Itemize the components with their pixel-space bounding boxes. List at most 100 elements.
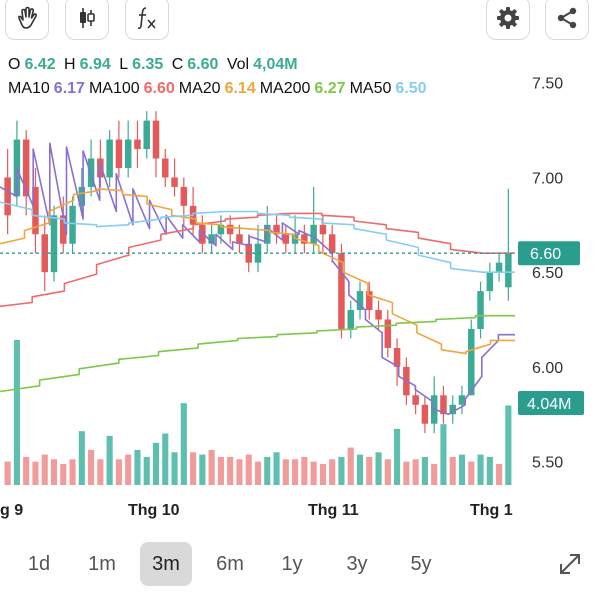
volume-bar (208, 449, 215, 485)
moving-average-legend: MA10 6.17 MA100 6.60 MA20 6.14 MA200 6.27 MA50 6.… (8, 80, 431, 98)
ma-line-ma100 (0, 212, 515, 308)
volume-bar (264, 456, 271, 485)
range-option-1y[interactable]: 1y (281, 553, 303, 575)
volume-bar (23, 456, 30, 485)
candle-body (115, 139, 123, 168)
candle-body (338, 253, 345, 329)
volume-bar (125, 454, 132, 485)
price-tags: 6.60 4.04M (0, 241, 584, 415)
price-tick-label: 6.00 (532, 360, 563, 377)
volume-bars (4, 340, 512, 485)
candle-body (106, 139, 113, 178)
candle-body (273, 224, 280, 235)
price-tick-label: 5.50 (532, 455, 563, 472)
volume-bar (505, 405, 512, 485)
volume-bar (236, 459, 243, 485)
settings-button[interactable] (486, 0, 530, 40)
candle-body (143, 120, 150, 150)
volume-bar (152, 442, 160, 485)
price-chart[interactable]: 7.50 7.00 6.50 6.00 5.50 g 9 Thg 10 Thg 11 Thg 1… (0, 0, 600, 540)
candle-body (328, 234, 336, 254)
volume-bar (180, 403, 187, 485)
hand-icon (14, 5, 40, 31)
volume-bar (384, 459, 391, 485)
range-option-1m[interactable]: 1m (88, 553, 116, 575)
gear-icon (495, 5, 521, 31)
volume-value: 4,04M (253, 56, 298, 73)
candle-body (180, 186, 188, 206)
volume-bar (421, 456, 428, 485)
candle-body (310, 224, 317, 244)
candle-body (384, 319, 392, 348)
volume-bar (190, 452, 197, 485)
volume-bar (449, 456, 456, 485)
time-tick-label: Thg 1 (470, 502, 513, 519)
range-option-5y[interactable]: 5y (410, 553, 432, 575)
hand-tool-button[interactable] (5, 0, 49, 40)
candle-body (486, 272, 494, 292)
open-label: O (8, 56, 21, 73)
chart-type-button[interactable] (65, 0, 109, 40)
candle-body (347, 310, 354, 329)
last-price-tag: 6.60 (530, 246, 561, 263)
moving-average-lines (0, 142, 515, 415)
volume-tag: 4.04M (527, 396, 571, 413)
candle-body (50, 215, 58, 273)
volume-bar (486, 456, 493, 485)
candle-body (319, 224, 327, 235)
price-tick-label: 6.50 (532, 265, 563, 282)
ohlc-legend: O 6.42 H 6.94 L 6.35 C 6.60 Vol 4,04M (8, 56, 302, 74)
share-button[interactable] (545, 0, 589, 40)
candle-body (32, 186, 39, 235)
volume-bar (310, 461, 317, 485)
candle-body (366, 291, 373, 311)
low-label: L (119, 56, 129, 73)
close-label: C (171, 56, 184, 73)
open-value: 6.42 (24, 56, 56, 73)
ma-value: 6.17 (53, 80, 85, 97)
volume-bar (106, 435, 113, 485)
volume-bar (458, 454, 466, 485)
time-tick-label: Thg 11 (308, 502, 359, 519)
candlesticks (4, 111, 512, 434)
indicators-button[interactable] (125, 0, 169, 40)
volume-bar (41, 454, 48, 485)
time-tick-label: Thg 10 (128, 502, 180, 519)
candle-body (226, 224, 234, 235)
volume-bar (50, 459, 58, 485)
expand-button[interactable] (556, 550, 584, 578)
volume-bar (477, 454, 484, 485)
volume-bar (245, 454, 252, 485)
range-option-3y[interactable]: 3y (346, 553, 368, 575)
ma-value: 6.27 (314, 80, 346, 97)
candle-body (208, 234, 215, 244)
low-value: 6.35 (132, 56, 164, 73)
candle-body (301, 234, 308, 244)
candle-body (495, 262, 503, 273)
volume-bar (403, 461, 410, 485)
range-option-1d[interactable]: 1d (27, 553, 51, 575)
volume-bar (412, 459, 419, 485)
volume-bar (375, 452, 382, 485)
range-option-3m[interactable]: 3m (140, 542, 192, 586)
volume-bar (134, 449, 141, 485)
time-tick-label: g 9 (0, 502, 23, 519)
candle-body (60, 215, 67, 244)
candle-body (134, 139, 141, 150)
candle-body (393, 347, 401, 367)
ma-line-ma200 (0, 314, 515, 393)
candle-body (440, 395, 447, 415)
ma-label: MA20 (178, 80, 221, 97)
volume-bar (496, 463, 503, 485)
ma-value: 6.14 (224, 80, 256, 97)
volume-bar (227, 456, 234, 485)
range-option-6m[interactable]: 6m (216, 553, 244, 575)
volume-bar (162, 433, 169, 485)
close-value: 6.60 (187, 56, 219, 73)
candle-body (282, 234, 290, 244)
candle-body (152, 120, 160, 159)
volume-bar (78, 431, 85, 485)
candle-body (124, 139, 132, 168)
ma-value: 6.50 (395, 80, 427, 97)
ma-label: MA10 (8, 80, 50, 97)
